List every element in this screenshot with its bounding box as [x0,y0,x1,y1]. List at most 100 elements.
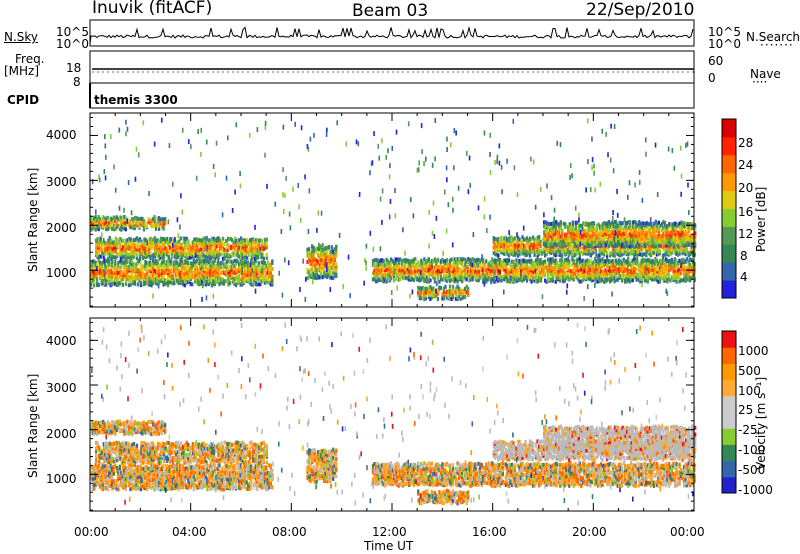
echo-cell [312,275,315,280]
echo-cell [250,267,253,272]
echo-cell [232,248,235,253]
echo-cell [436,291,440,296]
echo-cell [515,263,518,268]
echo-cell [215,249,219,254]
echo-cell [537,259,541,264]
echo-cell [111,240,114,245]
echo-cell [174,264,177,269]
echo-cell [238,254,241,259]
echo-cell [379,261,382,266]
echo-cell [377,259,381,264]
echo-cell [188,249,191,254]
echo-cell [512,259,515,264]
echo-cell [106,259,109,264]
echo-cell [503,267,506,272]
echo-cell [534,258,538,263]
echo-cell [389,268,393,273]
echo-cell [557,272,560,277]
echo-cell [306,260,309,265]
echo-cell [111,264,114,269]
echo-cell [397,277,400,282]
power-ytick-1000: 1000 [46,266,77,280]
echo-cell [241,255,244,260]
echo-cell [271,278,274,283]
echo-cell [550,260,553,265]
echo-cell [448,278,452,283]
echo-cell [482,257,485,262]
echo-cell [103,277,106,282]
echo-cell [439,285,443,290]
echo-cell [558,230,561,235]
echo-cell [199,244,202,249]
echo-cell [239,240,243,245]
echo-cell [141,246,145,251]
echo-cell [203,260,206,265]
echo-cell [255,250,258,255]
echo-cell [99,236,102,241]
echo-cell [124,258,128,263]
echo-cell [485,259,488,264]
echo-cell [382,279,385,284]
echo-cell [474,275,477,280]
echo-cell [162,276,165,281]
echo-cell [139,262,143,267]
echo-cell [107,249,110,254]
echo-cell [155,248,158,253]
echo-cell [120,275,123,280]
echo-cell [259,278,262,283]
echo-cell [129,274,132,279]
echo-cell [123,246,127,251]
echo-cell [122,245,125,250]
echo-cell [108,239,111,244]
echo-cell [124,281,128,286]
echo-cell [226,252,229,257]
echo-cell [188,277,191,282]
echo-cell [121,270,125,275]
echo-cell [222,262,226,267]
echo-cell [575,262,579,267]
echo-cell [114,242,117,247]
echo-cell [497,276,500,281]
echo-cell [164,238,167,243]
echo-cell [465,273,468,278]
echo-cell [162,252,166,257]
echo-cell [411,270,414,275]
echo-cell [108,254,111,259]
echo-cell [421,263,424,268]
echo-cell [123,264,126,269]
echo-cell [202,246,205,251]
echo-cell [159,267,162,272]
echo-cell [551,278,554,283]
echo-cell [500,259,503,264]
nave-dot [457,71,459,73]
nave-dot [307,71,309,73]
echo-cell [216,275,220,280]
echo-cell [182,252,185,257]
echo-cell [168,263,171,268]
echo-cell [572,277,575,282]
echo-cell [460,279,464,284]
echo-cell [577,257,580,262]
echo-cell [248,275,251,280]
echo-cell [191,261,194,266]
echo-cell [212,250,216,255]
echo-cell [504,269,508,274]
echo-cell [445,258,449,263]
echo-cell [128,244,131,249]
echo-cell [627,257,630,262]
nave-dot [612,71,614,73]
echo-cell [456,260,459,265]
echo-cell [184,239,187,244]
freq-tick-bottom: 8 [73,75,81,89]
echo-cell [409,267,412,272]
echo-cell [459,272,462,277]
echo-cell [132,268,135,273]
echo-cell [136,274,140,279]
echo-cell [571,257,574,262]
echo-cell [244,253,247,258]
echo-cell [205,240,208,245]
echo-cell [238,246,241,251]
echo-cell [269,282,272,287]
echo-cell [216,270,220,275]
echo-cell [141,268,144,273]
